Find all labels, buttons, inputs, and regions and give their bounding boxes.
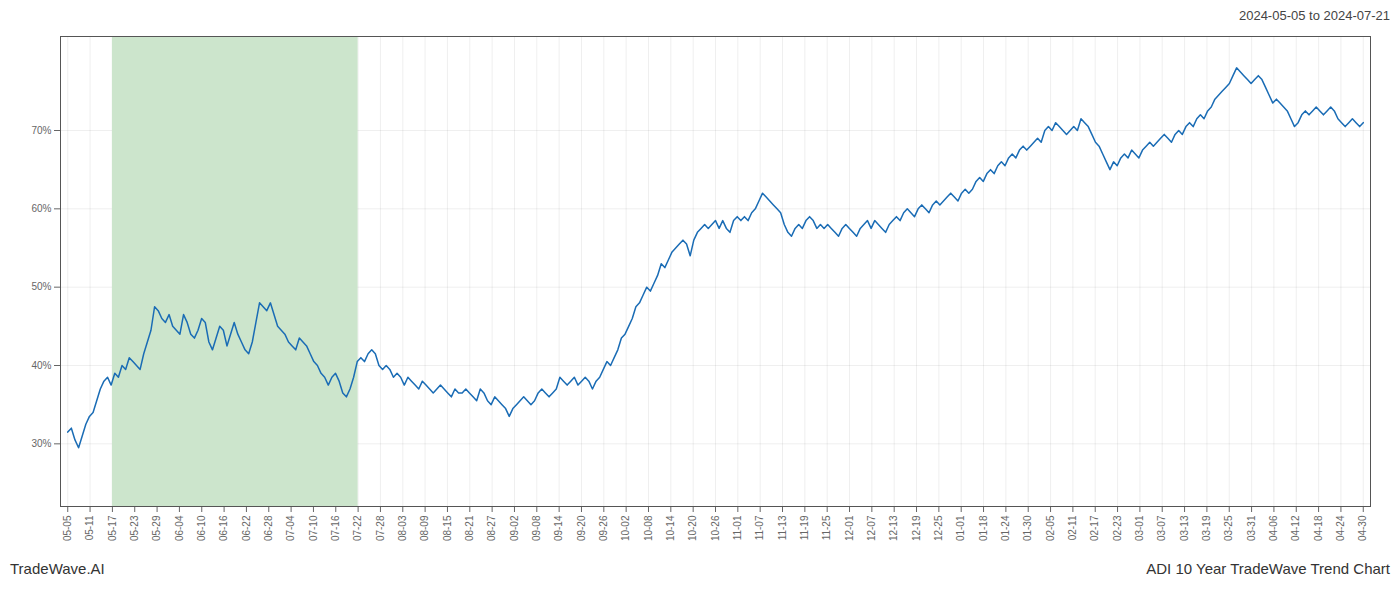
svg-text:40%: 40% (31, 360, 51, 371)
svg-text:03-25: 03-25 (1223, 515, 1234, 541)
svg-text:02-23: 02-23 (1112, 515, 1123, 541)
svg-text:08-27: 08-27 (486, 515, 497, 541)
svg-text:04-12: 04-12 (1290, 515, 1301, 541)
svg-text:05-17: 05-17 (107, 515, 118, 541)
svg-text:11-07: 11-07 (754, 515, 765, 540)
svg-text:08-09: 08-09 (419, 515, 430, 541)
svg-text:02-11: 02-11 (1067, 515, 1078, 540)
svg-text:05-05: 05-05 (62, 515, 73, 541)
svg-text:12-07: 12-07 (866, 515, 877, 541)
svg-text:09-26: 09-26 (598, 515, 609, 541)
svg-text:10-08: 10-08 (643, 515, 654, 541)
svg-text:10-14: 10-14 (665, 515, 676, 541)
svg-text:06-10: 06-10 (196, 515, 207, 541)
svg-text:05-11: 05-11 (84, 515, 95, 540)
svg-text:12-19: 12-19 (911, 515, 922, 541)
svg-text:02-17: 02-17 (1089, 515, 1100, 541)
svg-text:11-25: 11-25 (821, 515, 832, 540)
svg-text:03-13: 03-13 (1179, 515, 1190, 541)
svg-text:10-02: 10-02 (620, 515, 631, 541)
svg-text:09-14: 09-14 (553, 515, 564, 541)
svg-text:05-29: 05-29 (151, 515, 162, 541)
svg-text:01-30: 01-30 (1022, 515, 1033, 541)
svg-text:12-01: 12-01 (844, 515, 855, 541)
svg-text:50%: 50% (31, 281, 51, 292)
svg-text:07-22: 07-22 (352, 515, 363, 541)
svg-text:01-01: 01-01 (955, 515, 966, 541)
svg-text:08-15: 08-15 (442, 515, 453, 541)
svg-text:01-18: 01-18 (978, 515, 989, 541)
svg-text:03-07: 03-07 (1156, 515, 1167, 541)
svg-text:06-22: 06-22 (241, 515, 252, 541)
svg-text:11-19: 11-19 (799, 515, 810, 540)
svg-text:12-13: 12-13 (888, 515, 899, 541)
svg-text:10-20: 10-20 (687, 515, 698, 541)
svg-text:03-19: 03-19 (1201, 515, 1212, 541)
svg-text:60%: 60% (31, 203, 51, 214)
svg-text:07-10: 07-10 (308, 515, 319, 541)
html-text:2024-05-05 to 2024-07-21: 2024-05-05 to 2024-07-21 (1238, 8, 1390, 23)
svg-text:11-01: 11-01 (732, 515, 743, 540)
svg-text:06-28: 06-28 (263, 515, 274, 541)
svg-text:04-18: 04-18 (1313, 515, 1324, 541)
svg-text:09-08: 09-08 (531, 515, 542, 541)
svg-text:04-06: 04-06 (1268, 515, 1279, 541)
svg-text:02-05: 02-05 (1045, 515, 1056, 541)
svg-text:07-28: 07-28 (375, 515, 386, 541)
svg-text:04-30: 04-30 (1357, 515, 1368, 541)
svg-text:03-31: 03-31 (1246, 515, 1257, 541)
html-text:ADI 10 Year TradeWave Trend Ch: ADI 10 Year TradeWave Trend Chart (1146, 560, 1390, 577)
svg-text:08-03: 08-03 (397, 515, 408, 541)
svg-text:07-16: 07-16 (330, 515, 341, 541)
svg-text:03-01: 03-01 (1134, 515, 1145, 541)
svg-text:06-04: 06-04 (174, 515, 185, 541)
svg-text:09-02: 09-02 (509, 515, 520, 541)
svg-text:30%: 30% (31, 438, 51, 449)
svg-text:70%: 70% (31, 125, 51, 136)
svg-text:05-23: 05-23 (129, 515, 140, 541)
html-text:TradeWave.AI: TradeWave.AI (10, 560, 105, 577)
svg-text:06-16: 06-16 (218, 515, 229, 541)
svg-text:07-04: 07-04 (285, 515, 296, 541)
svg-text:04-24: 04-24 (1335, 515, 1346, 541)
svg-text:12-25: 12-25 (933, 515, 944, 541)
svg-text:08-21: 08-21 (464, 515, 475, 541)
svg-text:01-24: 01-24 (1000, 515, 1011, 541)
svg-text:10-26: 10-26 (710, 515, 721, 541)
svg-text:11-13: 11-13 (777, 515, 788, 540)
svg-text:09-20: 09-20 (576, 515, 587, 541)
